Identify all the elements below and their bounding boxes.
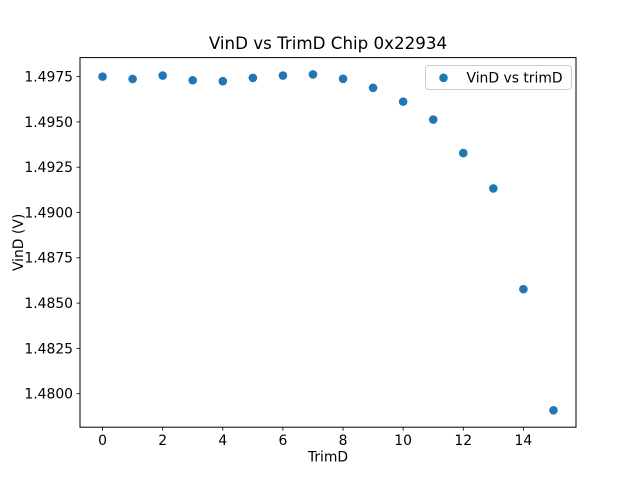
y-tick-label: 1.4825: [24, 341, 73, 357]
x-tick-label: 14: [515, 433, 533, 449]
scatter-point: [428, 115, 438, 124]
scatter-point: [98, 72, 107, 81]
scatter-point: [338, 74, 348, 84]
legend-marker-icon: [439, 73, 448, 83]
y-tick-label: 1.4975: [24, 70, 73, 86]
y-tick-label: 1.4900: [24, 205, 73, 221]
scatter-point: [278, 71, 288, 80]
scatter-point: [489, 184, 498, 193]
x-tick-label: 6: [278, 433, 287, 449]
scatter-points: [98, 70, 558, 415]
legend: VinD vs trimD: [425, 65, 572, 90]
x-tick-label: 2: [158, 433, 167, 449]
scatter-point: [248, 73, 258, 83]
legend-box: [425, 65, 572, 90]
y-tick-label: 1.4875: [24, 251, 73, 267]
scatter-point: [368, 83, 378, 93]
x-tick-label: 8: [339, 433, 348, 449]
chart-title: VinD vs TrimD Chip 0x22934: [209, 33, 447, 53]
scatter-point: [218, 76, 228, 86]
legend-label: VinD vs trimD: [467, 71, 563, 87]
scatter-point: [188, 75, 198, 85]
y-tick-label: 1.4800: [24, 387, 73, 403]
y-tick-label: 1.4850: [24, 296, 73, 312]
x-tick-label: 10: [394, 433, 412, 449]
y-tick-label: 1.4950: [24, 115, 73, 131]
scatter-point: [519, 284, 528, 294]
x-tick-label: 12: [454, 433, 472, 449]
scatter-point: [158, 71, 167, 80]
scatter-point: [458, 148, 468, 158]
scatter-point: [549, 406, 558, 415]
scatter-point: [398, 97, 408, 106]
axis-ticks: 0 2 4 6 8 10 12 14 1.4800 1.4825 1.4850 1.4875 1.490…: [24, 70, 532, 449]
x-tick-label: 0: [98, 433, 107, 449]
scatter-point: [128, 74, 137, 84]
y-tick-label: 1.4925: [24, 160, 73, 176]
plot-frame: [79, 57, 577, 428]
x-axis-label: TrimD: [307, 450, 348, 466]
scatter-point: [308, 70, 318, 79]
x-tick-label: 4: [218, 433, 227, 449]
y-axis-label: VinD (V): [11, 214, 27, 271]
